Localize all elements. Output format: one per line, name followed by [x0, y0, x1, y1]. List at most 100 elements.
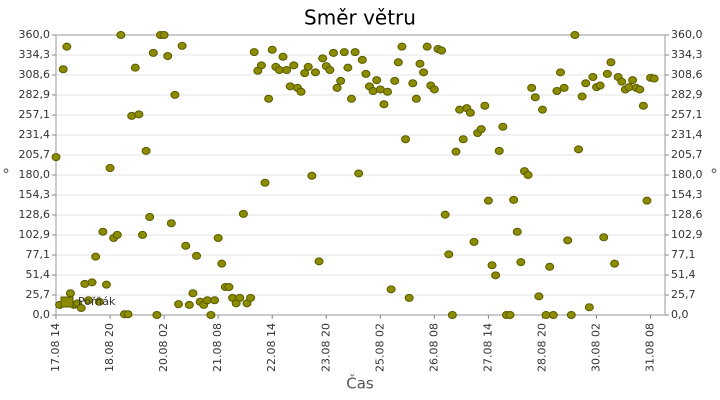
data-point — [458, 135, 468, 144]
data-point — [192, 251, 202, 260]
data-point — [505, 311, 515, 319]
data-point — [256, 61, 266, 70]
y2-tick-label: 334,3 — [671, 48, 703, 61]
legend-swatch — [60, 296, 74, 308]
data-point — [537, 105, 547, 114]
data-point — [249, 48, 259, 57]
data-point — [361, 69, 371, 78]
x-tick-label: 20.08 02 — [157, 323, 170, 372]
y-tick-label: 102,9 — [19, 228, 51, 241]
data-point — [166, 219, 176, 228]
data-point — [401, 135, 411, 144]
y2-tick-label: 77,1 — [671, 248, 696, 261]
data-point — [65, 289, 75, 298]
data-point — [393, 58, 403, 67]
data-point — [300, 69, 310, 78]
data-point — [429, 85, 439, 94]
data-point — [574, 145, 584, 154]
data-point — [491, 271, 501, 280]
y2-tick-label: 282,9 — [671, 88, 703, 101]
data-point — [642, 196, 652, 205]
data-point — [638, 101, 648, 110]
data-point — [548, 311, 558, 319]
x-tick-label: 27.08 14 — [481, 323, 494, 372]
data-point — [188, 289, 198, 298]
data-point — [595, 81, 605, 90]
data-point — [480, 101, 490, 110]
data-point — [91, 252, 101, 261]
data-point — [163, 52, 173, 60]
data-point — [444, 250, 454, 259]
data-point — [498, 122, 508, 131]
y-tick-label: 282,9 — [19, 88, 51, 101]
x-tick-label: 21.08 08 — [211, 323, 224, 372]
data-point — [534, 292, 544, 301]
y2-tick-label: 25,7 — [671, 288, 696, 301]
data-point — [415, 59, 425, 68]
data-point — [87, 278, 97, 287]
data-point — [372, 76, 382, 85]
data-point — [408, 79, 418, 88]
data-point — [325, 66, 335, 74]
data-point — [447, 311, 457, 319]
data-point — [184, 300, 194, 309]
data-point — [577, 92, 587, 101]
y-tick-label: 334,3 — [19, 48, 51, 61]
data-point — [530, 93, 540, 102]
data-point — [177, 41, 187, 50]
legend-label: Pořňák — [78, 295, 116, 308]
y2-tick-label: 51,4 — [671, 268, 696, 281]
data-point — [440, 210, 450, 219]
data-point — [437, 46, 447, 55]
data-point — [617, 77, 627, 86]
data-point — [137, 230, 147, 239]
x-axis-label: Čas — [346, 374, 374, 393]
data-point — [509, 195, 519, 204]
data-point — [210, 296, 220, 305]
data-point — [296, 87, 306, 96]
data-point — [181, 241, 191, 250]
data-point — [159, 31, 169, 39]
y2-tick-label: 308,6 — [671, 68, 703, 81]
data-point — [563, 236, 573, 245]
data-point — [328, 48, 338, 57]
y2-tick-label: 0,0 — [671, 308, 689, 321]
data-point — [397, 42, 407, 51]
chart-title: Směr větru — [304, 6, 416, 30]
y2-tick-label: 154,3 — [671, 188, 703, 201]
data-point — [555, 68, 565, 77]
data-point — [523, 171, 533, 179]
data-point — [289, 61, 299, 70]
y2-tick-label: 205,7 — [671, 148, 703, 161]
x-tick-label: 22.08 14 — [265, 323, 278, 372]
y-tick-label: 77,1 — [26, 248, 51, 261]
data-point — [343, 63, 353, 72]
x-tick-label: 18.08 20 — [103, 323, 116, 372]
data-point — [545, 262, 555, 271]
data-point — [566, 311, 576, 319]
plot-frame — [55, 34, 666, 316]
data-point — [390, 76, 400, 85]
data-point — [451, 147, 461, 156]
data-point — [581, 79, 591, 88]
data-point — [487, 261, 497, 270]
data-point — [246, 293, 256, 302]
y-tick-label: 308,6 — [19, 68, 51, 81]
y2-axis-label: ° — [710, 166, 718, 184]
data-point — [285, 82, 295, 91]
data-point — [123, 310, 133, 319]
data-point — [116, 31, 126, 39]
data-point — [260, 178, 270, 187]
data-point — [264, 94, 274, 103]
data-point — [336, 76, 346, 85]
x-tick-label: 25.08 02 — [373, 323, 386, 372]
data-point — [141, 146, 151, 155]
data-point — [267, 45, 277, 54]
data-point — [112, 230, 122, 239]
data-point — [224, 283, 234, 291]
data-point — [130, 63, 140, 72]
data-point — [134, 110, 144, 119]
data-point — [419, 68, 429, 77]
data-point — [516, 258, 526, 267]
